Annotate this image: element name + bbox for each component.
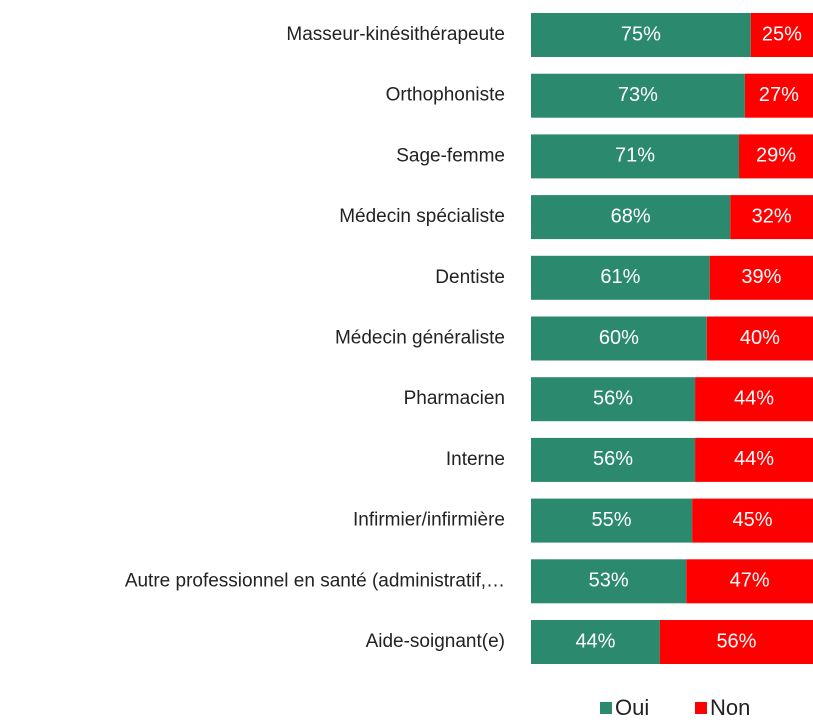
value-label: 53% xyxy=(589,570,629,592)
bar-segment xyxy=(531,195,731,240)
bar-segment xyxy=(695,437,813,482)
bar-segment xyxy=(531,73,745,118)
legend-label: Non xyxy=(710,695,750,720)
bar-segment xyxy=(686,559,813,604)
bar-segment xyxy=(531,559,687,604)
category-label: Médecin généraliste xyxy=(335,328,505,349)
value-label: 40% xyxy=(740,327,780,349)
value-label: 47% xyxy=(730,570,770,592)
value-label: 45% xyxy=(733,509,773,531)
bar-segment xyxy=(709,255,813,300)
category-label: Pharmacien xyxy=(404,388,505,409)
bar-segment xyxy=(531,377,696,422)
category-label: Médecin spécialiste xyxy=(339,206,505,227)
bar-segment xyxy=(750,13,813,57)
category-label: Orthophoniste xyxy=(386,85,505,106)
bar-segment xyxy=(739,134,813,179)
value-label: 61% xyxy=(600,266,640,288)
value-label: 44% xyxy=(734,448,774,470)
legend-label: Oui xyxy=(615,695,649,720)
value-label: 25% xyxy=(762,23,802,45)
value-label: 56% xyxy=(593,448,633,470)
value-label: 44% xyxy=(575,630,615,652)
category-label: Dentiste xyxy=(435,267,505,288)
value-label: 44% xyxy=(734,387,774,409)
category-label: Autre professionnel en santé (administra… xyxy=(125,570,505,591)
bar-segment xyxy=(531,437,696,482)
bar-segment xyxy=(531,316,707,361)
value-label: 27% xyxy=(759,84,799,106)
value-label: 73% xyxy=(618,84,658,106)
category-label: Aide-soignant(e) xyxy=(366,631,505,652)
value-label: 39% xyxy=(741,266,781,288)
value-label: 71% xyxy=(615,145,655,167)
bar-segment xyxy=(531,620,660,664)
bar-segment xyxy=(531,13,751,57)
category-label: Masseur-kinésithérapeute xyxy=(286,24,505,45)
value-label: 56% xyxy=(716,630,756,652)
value-label: 56% xyxy=(593,387,633,409)
bar-segment xyxy=(692,498,813,543)
category-label: Interne xyxy=(446,449,505,470)
bar-segment xyxy=(659,620,813,664)
bar-segment xyxy=(706,316,813,361)
value-label: 32% xyxy=(752,205,792,227)
bar-segment xyxy=(730,195,813,240)
value-label: 75% xyxy=(621,23,661,45)
bar-segment xyxy=(531,498,693,543)
bar-segment xyxy=(531,255,710,300)
bar-segment xyxy=(531,134,740,179)
value-label: 55% xyxy=(592,509,632,531)
value-label: 68% xyxy=(611,205,651,227)
legend-swatch xyxy=(695,702,707,714)
category-label: Infirmier/infirmière xyxy=(353,510,505,531)
value-label: 60% xyxy=(599,327,639,349)
bar-segment xyxy=(695,377,813,422)
bar-segment xyxy=(744,73,813,118)
legend-swatch xyxy=(600,702,612,714)
value-label: 29% xyxy=(756,145,796,167)
category-label: Sage-femme xyxy=(396,145,505,166)
